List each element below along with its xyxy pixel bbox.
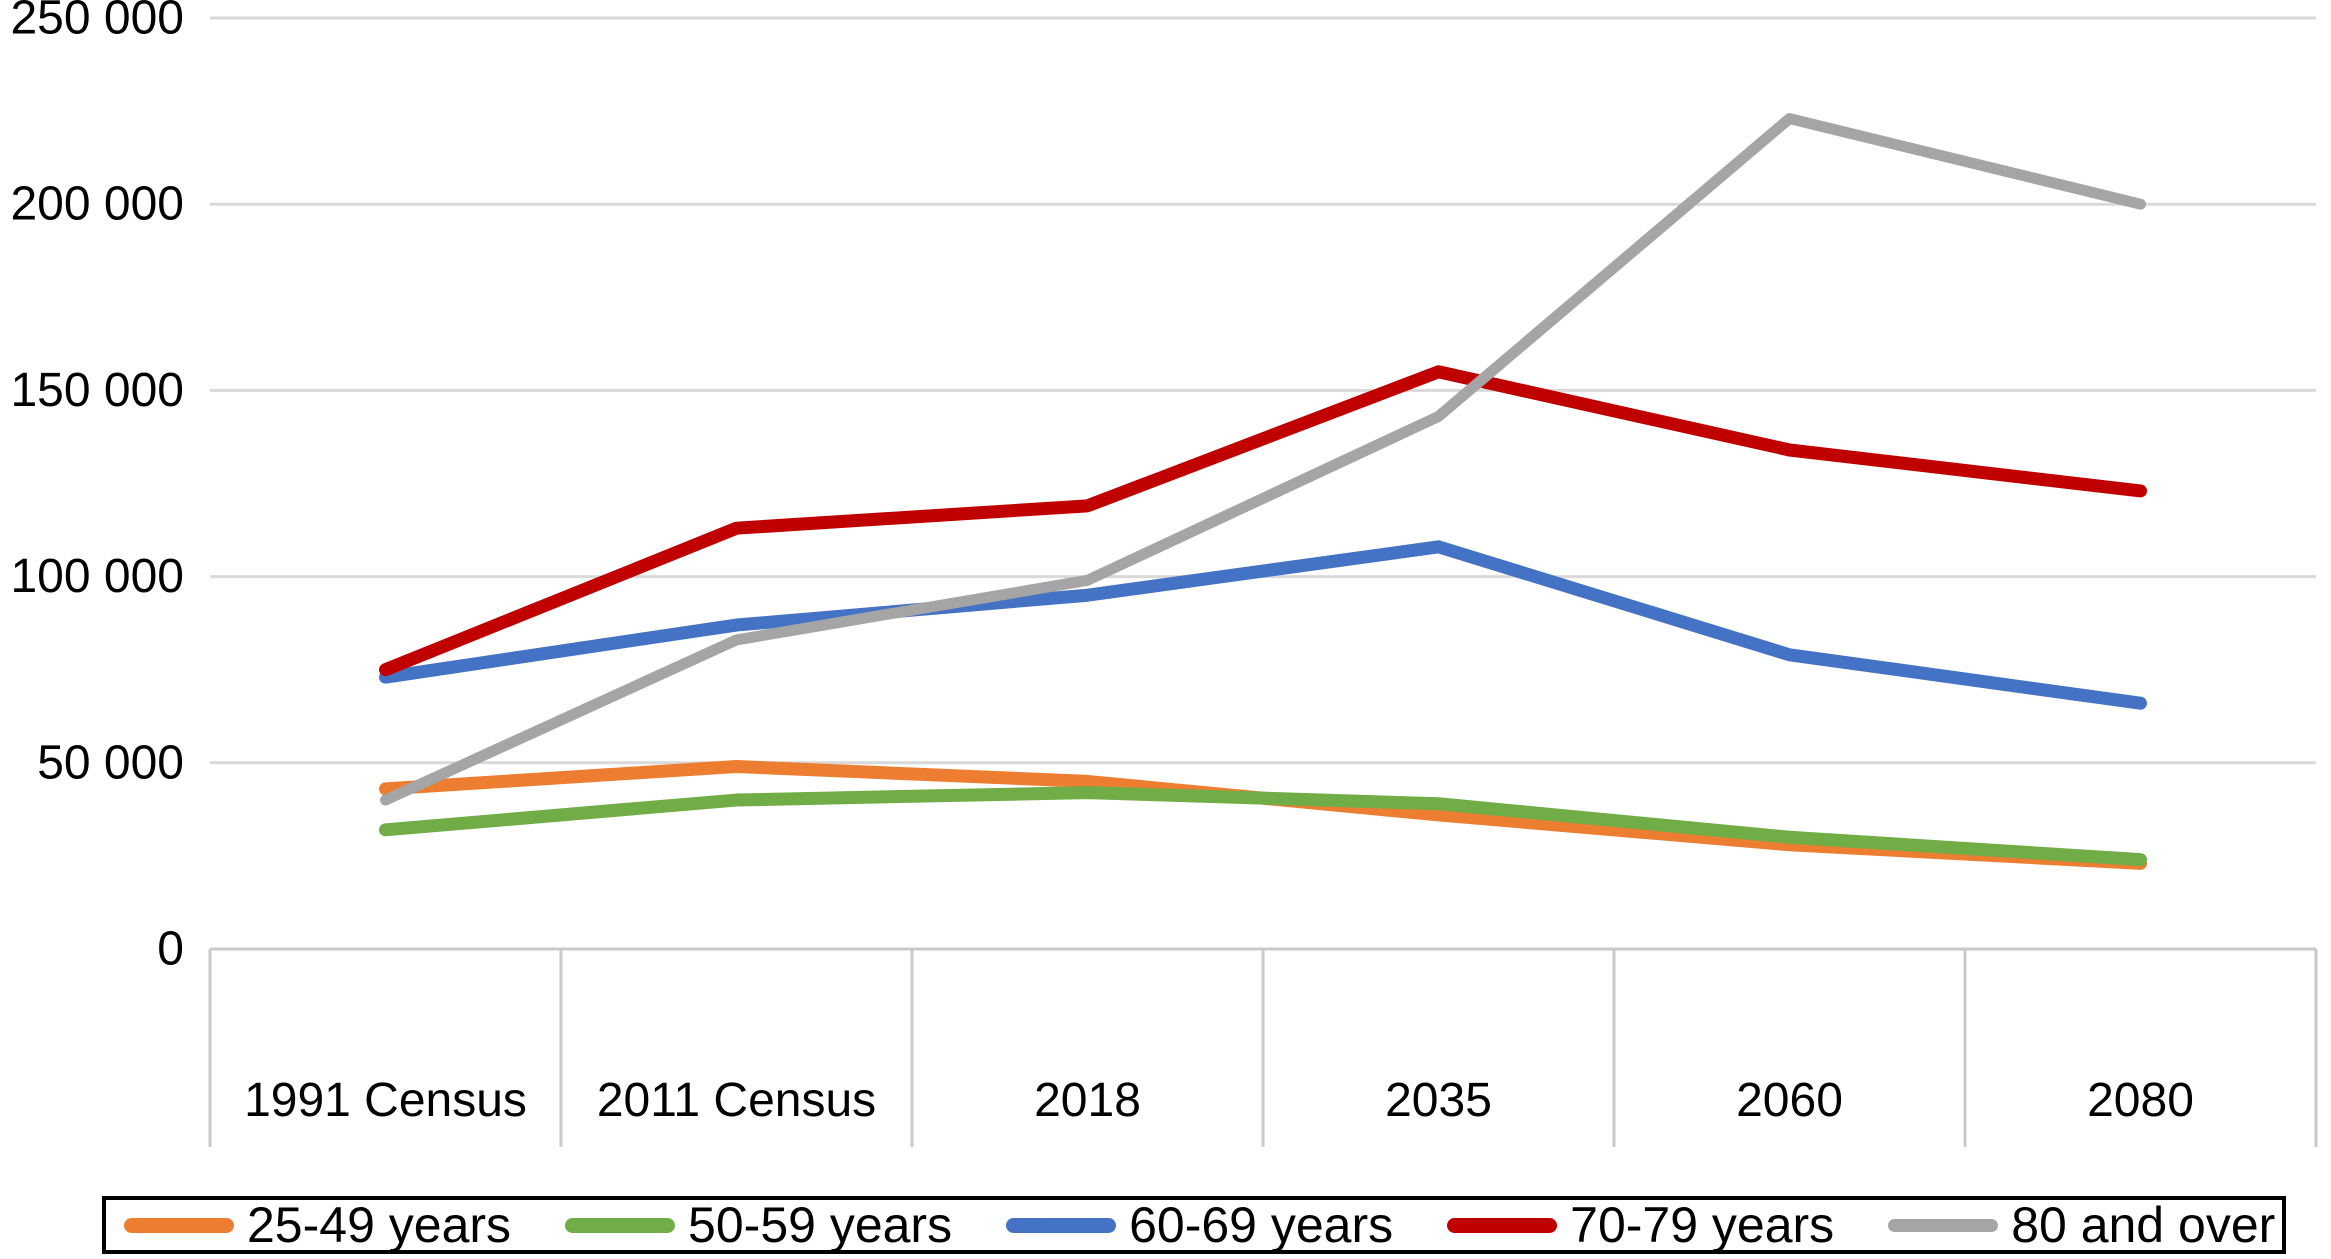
legend-item: 25-49 years [124, 1200, 511, 1250]
x-tick-label: 2035 [1385, 1074, 1492, 1127]
series-line-2 [379, 786, 2147, 867]
x-tick-label: 2011 Census [597, 1074, 876, 1127]
legend-swatch [1006, 1217, 1117, 1233]
series-line-5 [380, 113, 2146, 806]
legend-swatch [565, 1217, 676, 1233]
y-tick-label: 100 000 [10, 550, 184, 603]
legend-item-label: 70-79 years [1570, 1197, 1835, 1253]
y-tick-label: 0 [157, 923, 184, 976]
legend-swatch [1888, 1218, 1999, 1232]
y-tick-label: 50 000 [37, 736, 184, 789]
legend-swatch [1447, 1217, 1558, 1233]
legend-item: 80 and over [1888, 1200, 2275, 1250]
legend-swatch [124, 1217, 234, 1233]
y-tick-label: 150 000 [10, 364, 184, 417]
x-tick-label: 2060 [1736, 1074, 1843, 1127]
legend-item-label: 80 and over [2011, 1197, 2276, 1253]
legend-item: 50-59 years [565, 1200, 952, 1250]
x-tick-label: 2018 [1034, 1074, 1141, 1127]
series-line-4 [379, 365, 2147, 677]
y-tick-label: 200 000 [10, 178, 184, 231]
series-line-3 [379, 540, 2147, 710]
legend-item-label: 50-59 years [688, 1197, 953, 1253]
x-tick-label: 2080 [2087, 1074, 2194, 1127]
legend-item: 60-69 years [1006, 1200, 1393, 1250]
x-tick-label: 1991 Census [244, 1074, 527, 1127]
legend-item-label: 25-49 years [247, 1197, 512, 1253]
legend: 25-49 years 50-59 years 60-69 years 70-79 y… [102, 1196, 2286, 1254]
legend-item-label: 60-69 years [1129, 1197, 1394, 1253]
y-tick-label: 250 000 [10, 0, 184, 45]
legend-item: 70-79 years [1447, 1200, 1834, 1250]
